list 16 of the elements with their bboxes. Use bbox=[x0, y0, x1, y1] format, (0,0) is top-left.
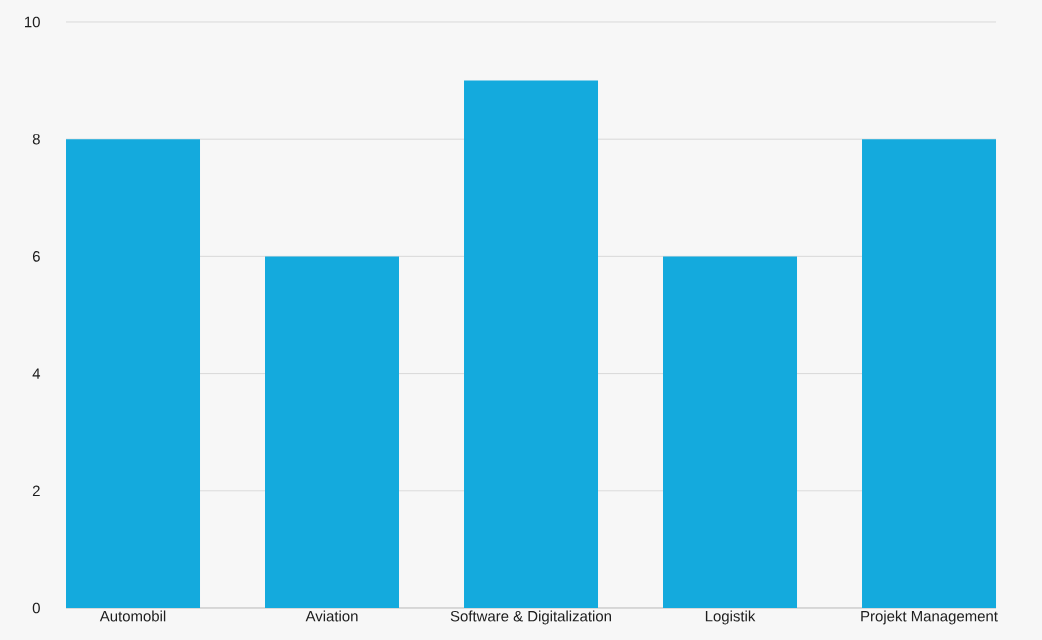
x-tick-label: Logistik bbox=[705, 610, 756, 625]
bar bbox=[464, 80, 599, 608]
bar bbox=[862, 139, 997, 608]
y-tick-label: 6 bbox=[32, 251, 40, 262]
y-tick-label: 10 bbox=[25, 16, 40, 28]
x-tick-label: Projekt Management bbox=[861, 610, 998, 625]
x-tick-label: Aviation bbox=[305, 610, 358, 622]
x-tick-label: Automobil bbox=[99, 610, 166, 622]
y-tick-label: 2 bbox=[32, 485, 40, 496]
y-tick-label: 4 bbox=[32, 368, 41, 379]
x-tick-label: Software & Digitalization bbox=[450, 610, 611, 625]
bar bbox=[663, 256, 798, 608]
y-tick-label: 0 bbox=[32, 602, 40, 614]
bar bbox=[66, 139, 201, 608]
bar bbox=[265, 256, 400, 608]
y-tick-label: 8 bbox=[32, 133, 40, 145]
